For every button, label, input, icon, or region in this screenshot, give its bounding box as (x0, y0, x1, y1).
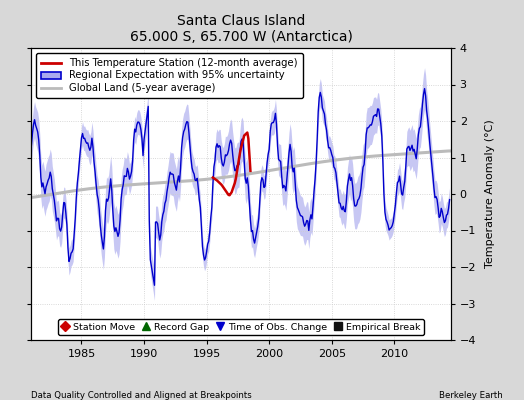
Legend: Station Move, Record Gap, Time of Obs. Change, Empirical Break: Station Move, Record Gap, Time of Obs. C… (58, 319, 424, 335)
Title: Santa Claus Island
65.000 S, 65.700 W (Antarctica): Santa Claus Island 65.000 S, 65.700 W (A… (129, 14, 353, 44)
Text: Data Quality Controlled and Aligned at Breakpoints: Data Quality Controlled and Aligned at B… (31, 391, 252, 400)
Text: Berkeley Earth: Berkeley Earth (439, 391, 503, 400)
Y-axis label: Temperature Anomaly (°C): Temperature Anomaly (°C) (485, 120, 495, 268)
